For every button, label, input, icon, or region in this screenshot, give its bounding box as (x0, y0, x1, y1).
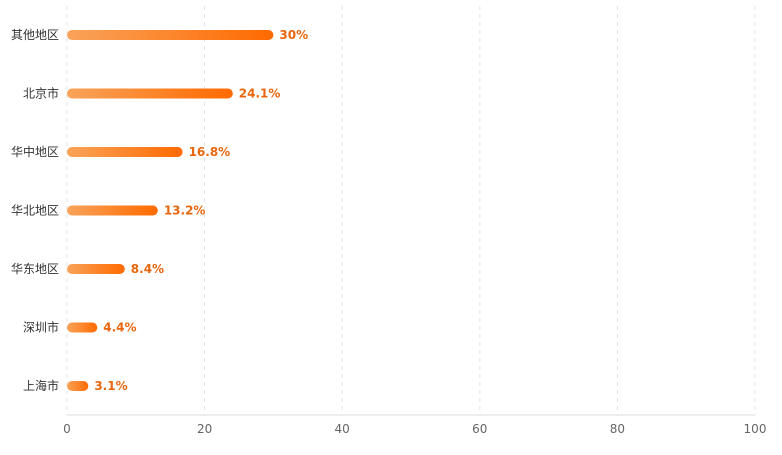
x-tick-label: 60 (472, 422, 487, 436)
x-tick-label: 80 (610, 422, 625, 436)
x-tick-label: 0 (63, 422, 71, 436)
data-label: 3.1% (94, 379, 127, 393)
category-label: 北京市 (23, 86, 59, 101)
data-label: 13.2% (164, 204, 206, 218)
x-tick-label: 20 (197, 422, 212, 436)
category-label: 华东地区 (11, 262, 59, 276)
bar (67, 88, 233, 99)
category-label: 其他地区 (11, 28, 59, 42)
x-tick-label: 40 (335, 422, 350, 436)
category-label: 华北地区 (11, 204, 59, 218)
bar (67, 30, 274, 40)
grid-lines (66, 6, 756, 416)
data-label: 16.8% (189, 145, 231, 159)
bars (67, 30, 274, 391)
x-tick-label: 100 (744, 422, 767, 436)
bar (67, 264, 125, 274)
bar (67, 322, 98, 333)
category-label: 深圳市 (23, 320, 59, 335)
category-label: 上海市 (23, 378, 59, 393)
data-label: 24.1% (239, 87, 281, 101)
data-label: 30% (279, 28, 308, 42)
data-label: 4.4% (103, 321, 136, 335)
bar (67, 205, 158, 216)
bar (67, 147, 183, 157)
bar (67, 381, 89, 391)
labels: 0 20 40 60 80 100 其他地区 30% 北京市 24.1% 华中地区 16.8% 华北地区… (11, 28, 766, 436)
data-label: 8.4% (131, 262, 164, 276)
category-label: 华中地区 (11, 144, 59, 159)
